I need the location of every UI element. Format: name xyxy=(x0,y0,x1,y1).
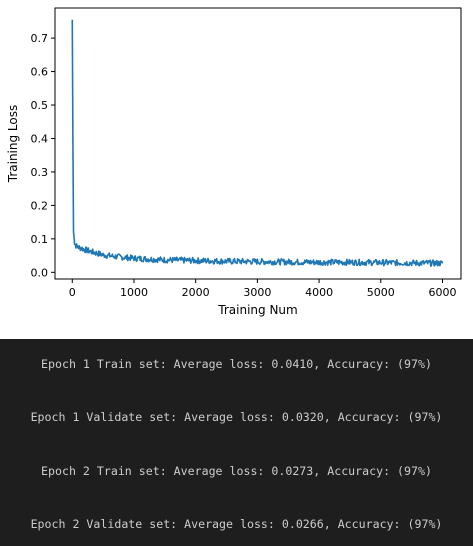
x-tick-label: 6000 xyxy=(428,286,456,299)
loss-chart-panel: 0 1000 2000 3000 4000 5000 6000 0.0 0.1 0.2 0.3 0.… xyxy=(6,7,462,317)
x-axis-ticks: 0 1000 2000 3000 4000 5000 6000 xyxy=(69,279,456,299)
y-tick-label: 0.0 xyxy=(31,266,49,279)
training-loss-line xyxy=(71,19,444,267)
y-tick-label: 0.5 xyxy=(31,99,49,112)
y-tick-label: 0.2 xyxy=(31,199,49,212)
x-tick-label: 0 xyxy=(69,286,76,299)
y-tick-label: 0.3 xyxy=(31,166,49,179)
console-line: Epoch 1 Train set: Average loss: 0.0410,… xyxy=(41,357,432,371)
training-loss-chart: 0 1000 2000 3000 4000 5000 6000 0.00.10.20.30.… xyxy=(6,7,462,317)
x-axis-label: Training Num xyxy=(217,303,297,317)
y-tick-label: 0.6 xyxy=(31,66,49,79)
y-axis-ticks: 0.0 0.1 0.2 0.3 0.4 0.5 0.6 0.7 xyxy=(31,32,55,279)
console-line: Epoch 2 Validate set: Average loss: 0.02… xyxy=(30,517,443,531)
x-tick-label: 2000 xyxy=(182,286,210,299)
console-line: Epoch 2 Train set: Average loss: 0.0273,… xyxy=(41,464,432,478)
console-output: Epoch 1 Train set: Average loss: 0.0410,… xyxy=(0,339,473,546)
x-tick-label: 5000 xyxy=(367,286,395,299)
x-tick-label: 1000 xyxy=(120,286,148,299)
y-axis-label: Training Loss xyxy=(6,105,20,183)
console-line: Epoch 1 Validate set: Average loss: 0.03… xyxy=(30,410,443,424)
x-tick-label: 3000 xyxy=(243,286,271,299)
y-tick-label: 0.1 xyxy=(31,233,49,246)
y-tick-label: 0.4 xyxy=(31,132,49,145)
y-tick-label: 0.7 xyxy=(31,32,49,45)
x-tick-label: 4000 xyxy=(305,286,333,299)
plot-frame xyxy=(54,7,462,280)
